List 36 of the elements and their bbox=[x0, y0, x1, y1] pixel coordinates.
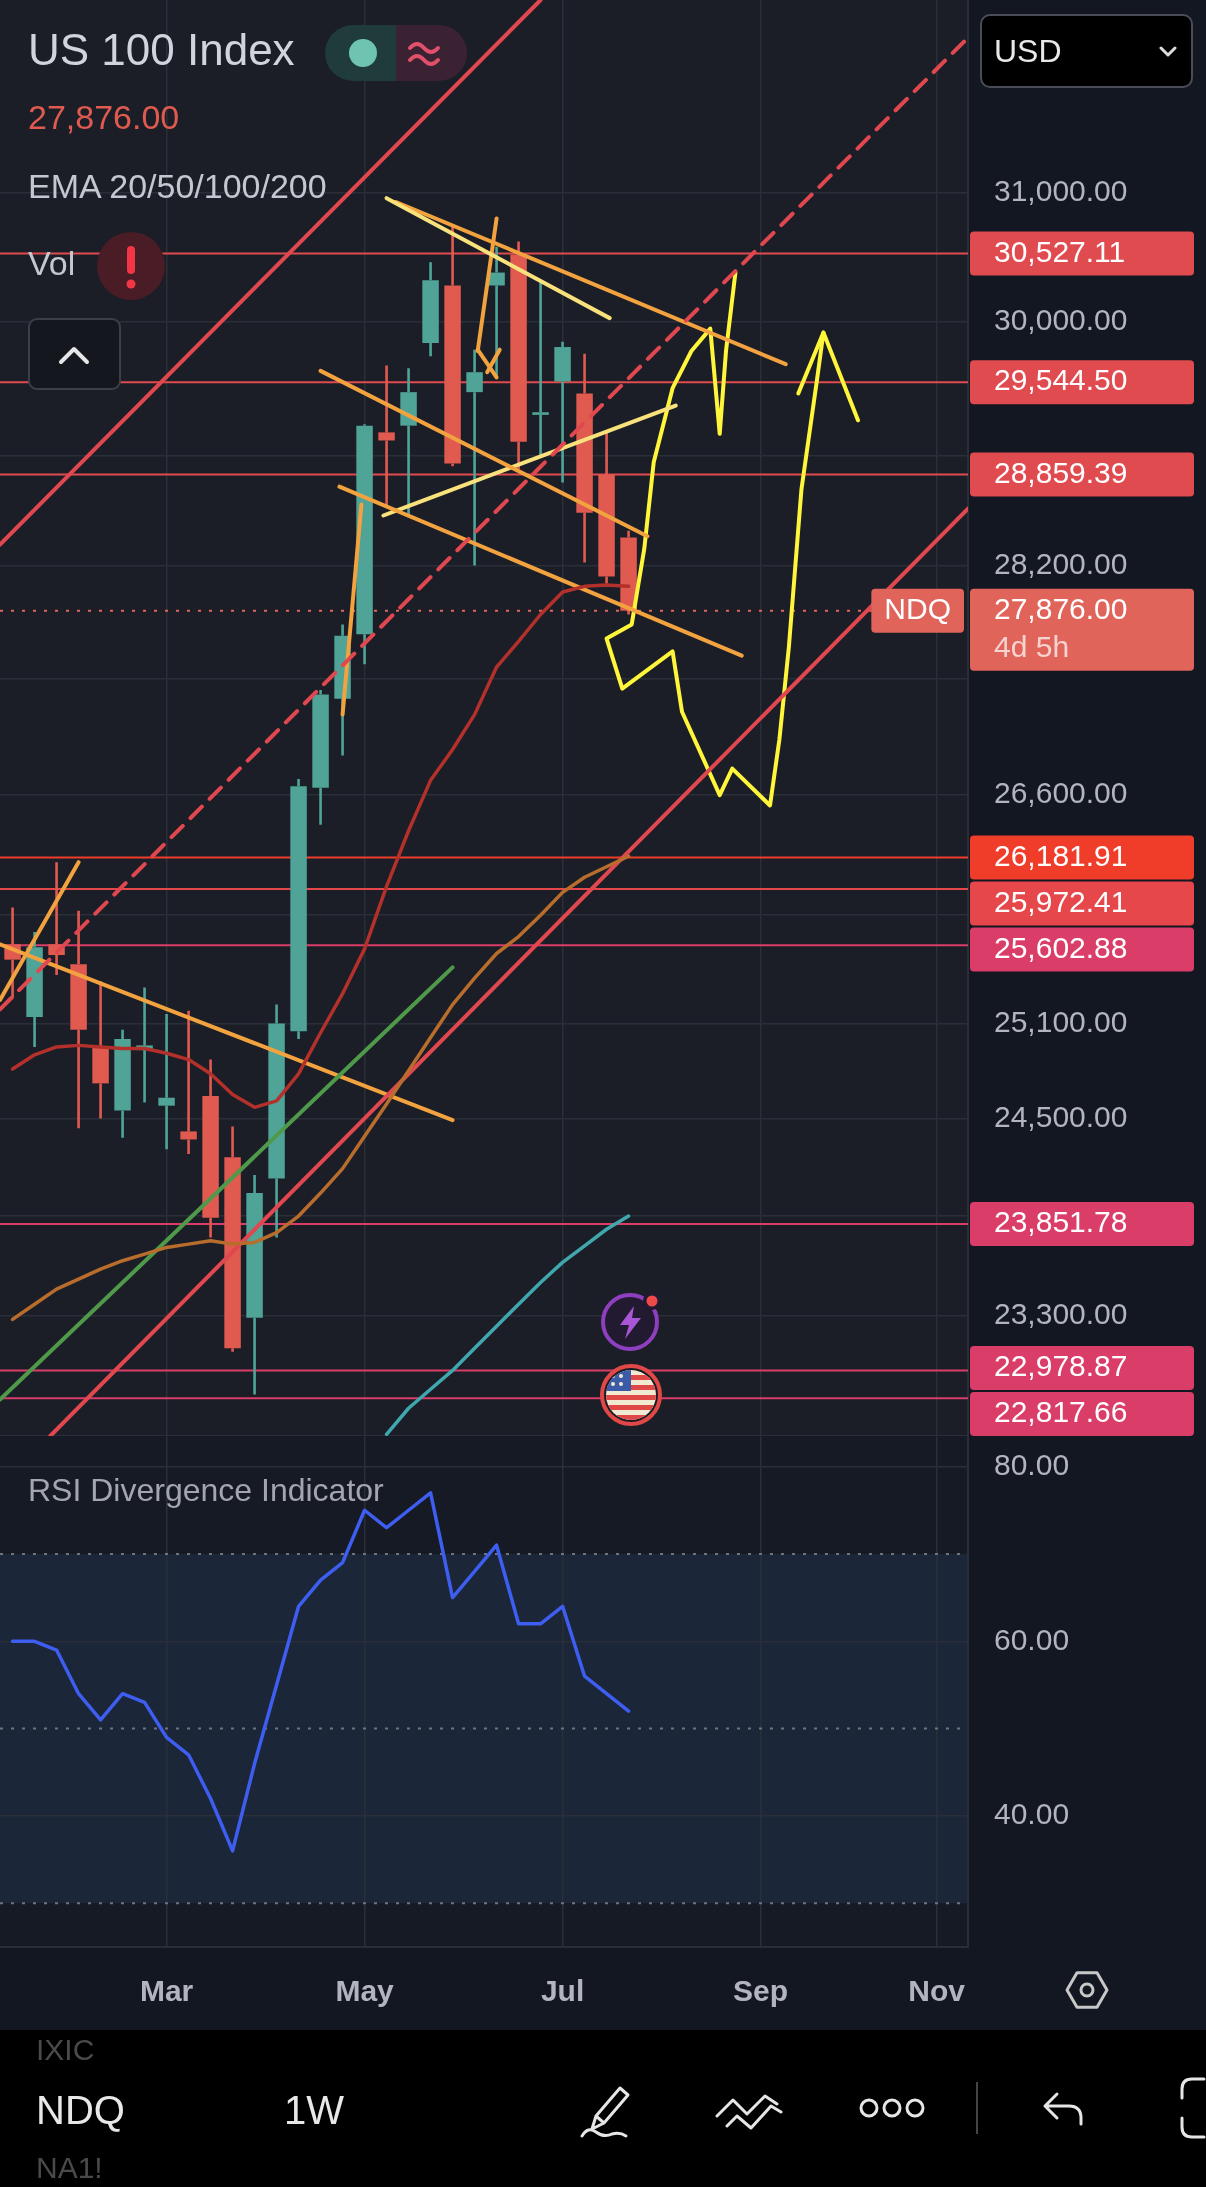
ref-line-label: 26,181.91 bbox=[994, 838, 1128, 872]
ref-line-label: 22,817.66 bbox=[994, 1395, 1128, 1429]
annotation: Vol bbox=[28, 244, 76, 283]
y-tick-label: 40.00 bbox=[994, 1797, 1070, 1831]
currency-dropdown: USD bbox=[980, 14, 1193, 88]
ref-line-label: 25,602.88 bbox=[994, 930, 1128, 964]
ref-line-label: 28,859.39 bbox=[994, 455, 1128, 489]
x-tick-label: Sep bbox=[733, 1974, 789, 2008]
y-tick-label: 24,500.00 bbox=[994, 1099, 1128, 1133]
y-tick-label: 30,000.00 bbox=[994, 303, 1128, 337]
text: 27,876.00 bbox=[28, 98, 180, 137]
text: RSI Divergence Indicator bbox=[28, 1471, 385, 1508]
y-tick-label: 28,200.00 bbox=[994, 546, 1128, 580]
annotation: EMA 20/50/100/200 bbox=[28, 167, 327, 206]
y-tick-label: 60.00 bbox=[994, 1622, 1070, 1656]
text: IXIC bbox=[36, 2033, 95, 2066]
y-tick-label: 31,000.00 bbox=[994, 174, 1128, 208]
annotation: NDQ bbox=[884, 592, 952, 626]
text: 1W bbox=[284, 2088, 344, 2132]
ref-line-label: 27,876.00 4d 5h bbox=[994, 592, 1128, 664]
y-tick-label: 26,600.00 bbox=[994, 776, 1128, 810]
ref-line-label: 29,544.50 bbox=[994, 363, 1128, 397]
x-tick-label: Jul bbox=[540, 1974, 585, 2008]
text: NA1! bbox=[36, 2151, 103, 2184]
text: US 100 Index bbox=[28, 25, 295, 75]
y-tick-label: 80.00 bbox=[994, 1447, 1070, 1481]
ref-line-label: 22,978.87 bbox=[994, 1349, 1128, 1383]
y-tick-label: 23,300.00 bbox=[994, 1297, 1128, 1331]
ref-line-label: 25,972.41 bbox=[994, 884, 1128, 918]
x-tick-label: Mar bbox=[139, 1974, 194, 2008]
x-tick-label: May bbox=[335, 1974, 395, 2008]
x-tick-label: Nov bbox=[908, 1974, 966, 2008]
y-tick-label: 25,100.00 bbox=[994, 1004, 1128, 1038]
text: NDQ bbox=[36, 2088, 125, 2132]
ref-line-label: 30,527.11 bbox=[994, 234, 1126, 268]
ref-line-label: 23,851.78 bbox=[994, 1205, 1128, 1239]
